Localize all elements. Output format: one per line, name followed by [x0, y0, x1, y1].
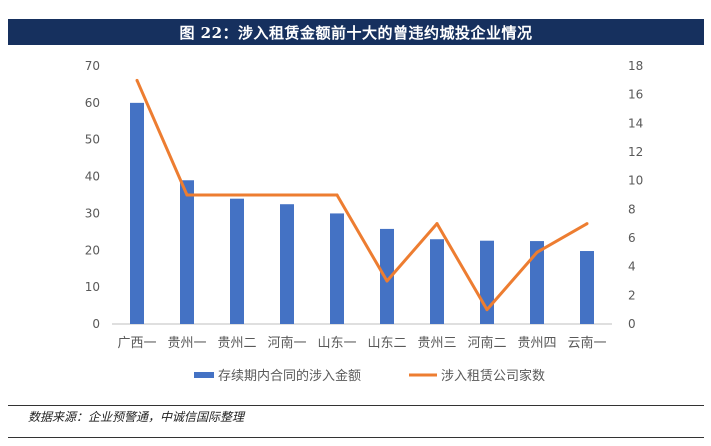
x-tick-label: 河南一 [267, 335, 306, 351]
left-y-tick-label: 60 [85, 96, 100, 110]
x-axis-labels: 广西一 贵州一 贵州二 河南一 山东一 山东二 贵州三 河南二 贵州四 云南一 [117, 335, 606, 351]
x-tick-label: 河南二 [467, 335, 506, 351]
right-y-tick-label: 8 [628, 202, 636, 216]
right-y-tick-label: 2 [628, 288, 636, 302]
left-y-tick-label: 10 [85, 280, 100, 294]
line-point [285, 193, 289, 197]
x-tick-label: 贵州四 [517, 336, 556, 351]
x-tick-label: 山东一 [317, 336, 356, 351]
bar-series [130, 102, 594, 324]
bar [280, 204, 294, 324]
x-tick-label: 山东二 [367, 336, 406, 351]
bar [530, 241, 544, 324]
right-y-tick-label: 0 [628, 317, 636, 331]
right-y-tick-label: 18 [628, 59, 643, 73]
source-divider-top [8, 405, 704, 406]
bar [130, 102, 144, 324]
legend-swatch-bar [194, 372, 214, 378]
right-y-axis: 0 2 4 6 8 10 12 14 16 18 [628, 59, 643, 331]
line-point [485, 308, 489, 312]
x-tick-label: 云南一 [567, 335, 606, 351]
line-point [385, 279, 389, 283]
line-point [435, 222, 439, 226]
source-divider-bottom [8, 437, 704, 438]
bar [580, 251, 594, 324]
legend-label-line: 涉入租赁公司家数 [441, 368, 545, 384]
legend: 存续期内合同的涉入金额 涉入租赁公司家数 [194, 368, 545, 384]
right-y-tick-label: 4 [628, 260, 636, 274]
line-point [185, 193, 189, 197]
bar [380, 228, 394, 324]
left-y-tick-label: 20 [85, 243, 100, 257]
chart-title: 图 22：涉入租赁金额前十大的曾违约城投企业情况 [8, 19, 704, 45]
right-y-tick-label: 14 [628, 116, 643, 130]
bar [330, 213, 344, 324]
bar [180, 180, 194, 324]
right-y-tick-label: 16 [628, 88, 643, 102]
bar [430, 239, 444, 324]
left-y-tick-label: 0 [92, 317, 100, 331]
right-y-tick-label: 12 [628, 145, 643, 159]
x-tick-label: 贵州三 [417, 336, 456, 351]
line-series [135, 78, 589, 312]
x-tick-label: 广西一 [117, 336, 156, 351]
left-y-axis: 0 10 20 30 40 50 60 70 [85, 59, 100, 331]
right-y-tick-label: 6 [628, 231, 636, 245]
right-y-tick-label: 10 [628, 174, 643, 188]
left-y-tick-label: 50 [85, 133, 100, 147]
line-point [585, 222, 589, 226]
left-y-tick-label: 70 [85, 59, 100, 73]
line-point [335, 193, 339, 197]
legend-label-bar: 存续期内合同的涉入金额 [218, 368, 361, 384]
line-point [535, 250, 539, 254]
line-path [135, 79, 588, 312]
x-tick-label: 贵州二 [217, 336, 256, 351]
left-y-tick-label: 40 [85, 170, 100, 184]
left-y-tick-label: 30 [85, 206, 100, 220]
bar [230, 198, 244, 324]
x-tick-label: 贵州一 [167, 336, 206, 351]
line-point [135, 78, 139, 82]
source-note: 数据来源：企业预警通，中诚信国际整理 [28, 410, 245, 424]
bar [480, 240, 494, 324]
line-point [235, 193, 239, 197]
